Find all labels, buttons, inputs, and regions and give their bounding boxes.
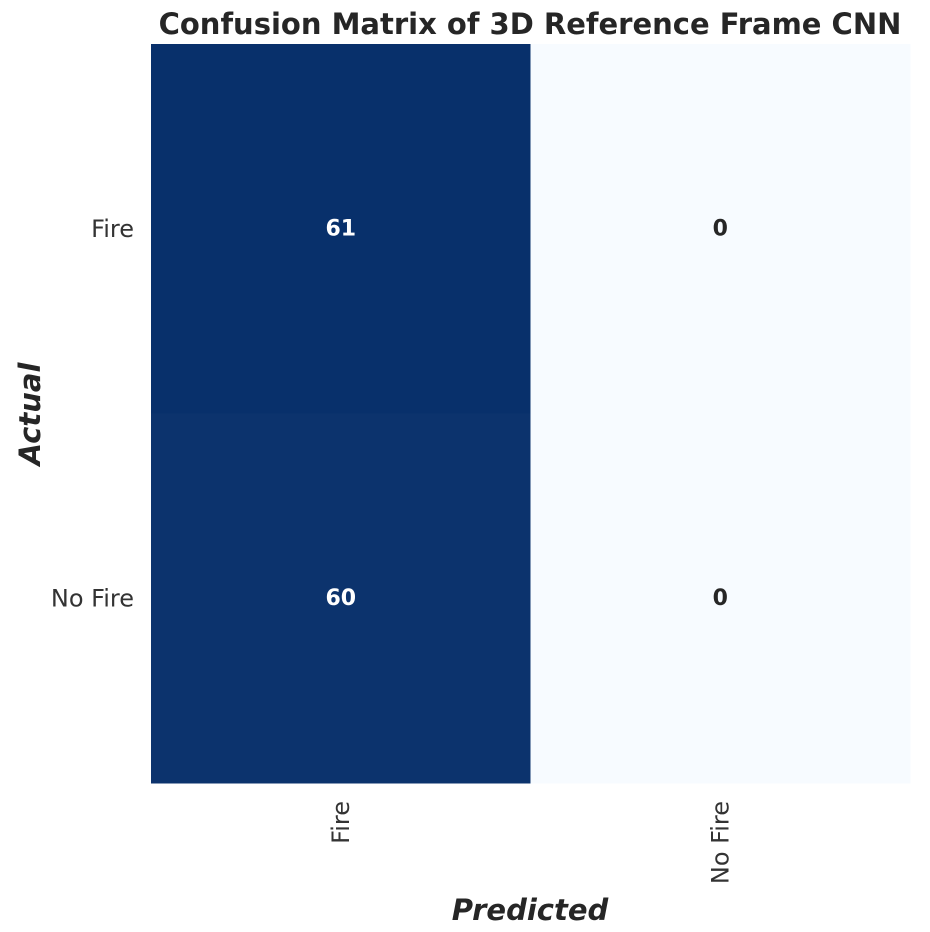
cell-value-label: 0 [713,586,728,611]
x-tick-label: Fire [327,801,355,844]
heatmap-cell [530,413,911,784]
heatmap-cell [151,44,531,414]
cell-value-label: 61 [325,216,356,241]
heatmap-cell [151,413,531,784]
y-tick-labels: Fire No Fire [51,215,134,613]
x-axis-label: Predicted [452,893,609,927]
chart-title: Confusion Matrix of 3D Reference Frame C… [159,7,902,41]
heatmap-cell-labels: 61 0 60 0 [325,216,727,611]
cell-value-label: 0 [713,216,728,241]
y-axis-label: Actual [13,362,47,468]
x-tick-label: No Fire [706,801,734,884]
y-tick-label: No Fire [51,584,134,612]
cell-value-label: 60 [325,586,356,611]
heatmap-cells [151,44,911,784]
x-tick-labels: Fire No Fire [327,801,735,884]
heatmap-cell [530,44,911,414]
y-tick-label: Fire [91,215,134,243]
